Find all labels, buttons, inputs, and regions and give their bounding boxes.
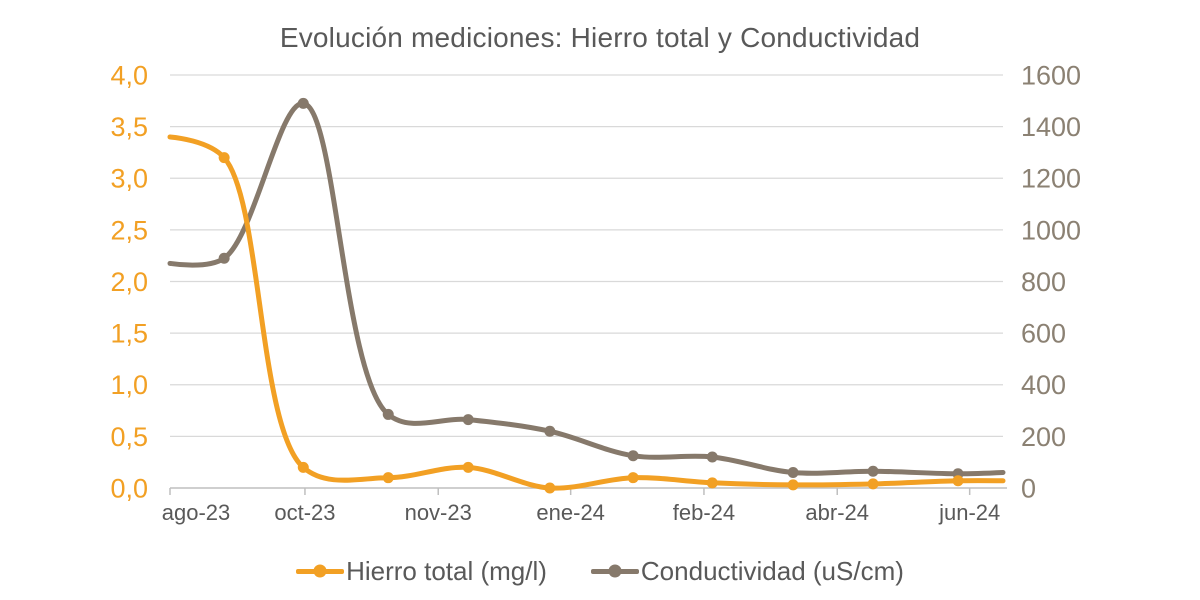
y-right-tick-label: 0 xyxy=(1021,473,1036,503)
y-right-tick-label: 1600 xyxy=(1021,60,1081,90)
hierro-legend-dot-icon xyxy=(313,564,327,578)
y-left-tick-label: 2,5 xyxy=(110,215,148,245)
x-axis-tick-label: jun-24 xyxy=(938,500,1000,525)
conductividad-series-line xyxy=(167,100,1006,477)
x-axis-tick-label: oct-23 xyxy=(274,500,335,525)
conductividad-legend-dot-icon xyxy=(608,564,622,578)
x-axis-tick-label: ago-23 xyxy=(162,500,231,525)
hierro-data-point xyxy=(544,482,556,494)
y-right-tick-label: 1400 xyxy=(1021,112,1081,142)
hierro-data-point xyxy=(462,461,474,473)
hierro-series-line xyxy=(167,134,1006,491)
y-right-tick-label: 1200 xyxy=(1021,164,1081,194)
conductividad-data-point xyxy=(218,252,230,264)
y-right-tick-label: 200 xyxy=(1021,422,1066,452)
y-left-tick-label: 1,5 xyxy=(110,319,148,349)
x-axis-tick-label: ene-24 xyxy=(536,500,605,525)
y-left-tick-label: 1,0 xyxy=(110,370,148,400)
y-right-tick-label: 600 xyxy=(1021,319,1066,349)
hierro-data-point xyxy=(297,461,309,473)
conductividad-data-point xyxy=(382,408,394,420)
conductividad-data-point xyxy=(544,425,556,437)
chart-title: Evolución mediciones: Hierro total y Con… xyxy=(279,22,921,53)
hierro-data-point xyxy=(787,479,799,491)
hierro-data-point xyxy=(867,478,879,490)
hierro-series-legend-icon xyxy=(296,564,345,578)
hierro-data-point xyxy=(382,472,394,484)
hierro-data-point xyxy=(706,477,718,489)
y-left-tick-label: 2,0 xyxy=(110,267,148,297)
hierro-data-point xyxy=(627,472,639,484)
y-right-tick-label: 1000 xyxy=(1021,215,1081,245)
y-left-tick-label: 3,5 xyxy=(110,112,148,142)
hierro-data-point xyxy=(218,152,230,164)
x-axis-tick-label: nov-23 xyxy=(405,500,472,525)
hierro-data-point xyxy=(952,475,964,487)
legend-label-hierro: Hierro total (mg/l) xyxy=(346,556,547,586)
conductividad-data-point xyxy=(787,467,799,479)
conductividad-data-point xyxy=(867,465,879,477)
conductividad-series-legend-icon xyxy=(590,564,639,578)
y-right-tick-label: 800 xyxy=(1021,267,1066,297)
legend-item-hierro: Hierro total (mg/l) xyxy=(296,553,547,589)
y-left-tick-label: 3,0 xyxy=(110,164,148,194)
x-axis-tick-label: feb-24 xyxy=(673,500,735,525)
conductividad-data-point xyxy=(706,451,718,463)
y-right-tick-label: 400 xyxy=(1021,370,1066,400)
x-axis-tick-label: abr-24 xyxy=(805,500,869,525)
conductividad-data-point xyxy=(297,97,309,109)
legend-item-conductividad: Conductividad (uS/cm) xyxy=(590,553,904,589)
y-left-tick-label: 4,0 xyxy=(110,60,148,90)
conductividad-data-point xyxy=(627,450,639,462)
y-left-tick-label: 0,0 xyxy=(110,473,148,503)
legend: Hierro total (mg/l) Conductividad (uS/cm… xyxy=(0,553,1200,589)
legend-label-conductividad: Conductividad (uS/cm) xyxy=(640,556,904,586)
conductividad-data-point xyxy=(462,414,474,426)
y-left-tick-label: 0,5 xyxy=(110,422,148,452)
